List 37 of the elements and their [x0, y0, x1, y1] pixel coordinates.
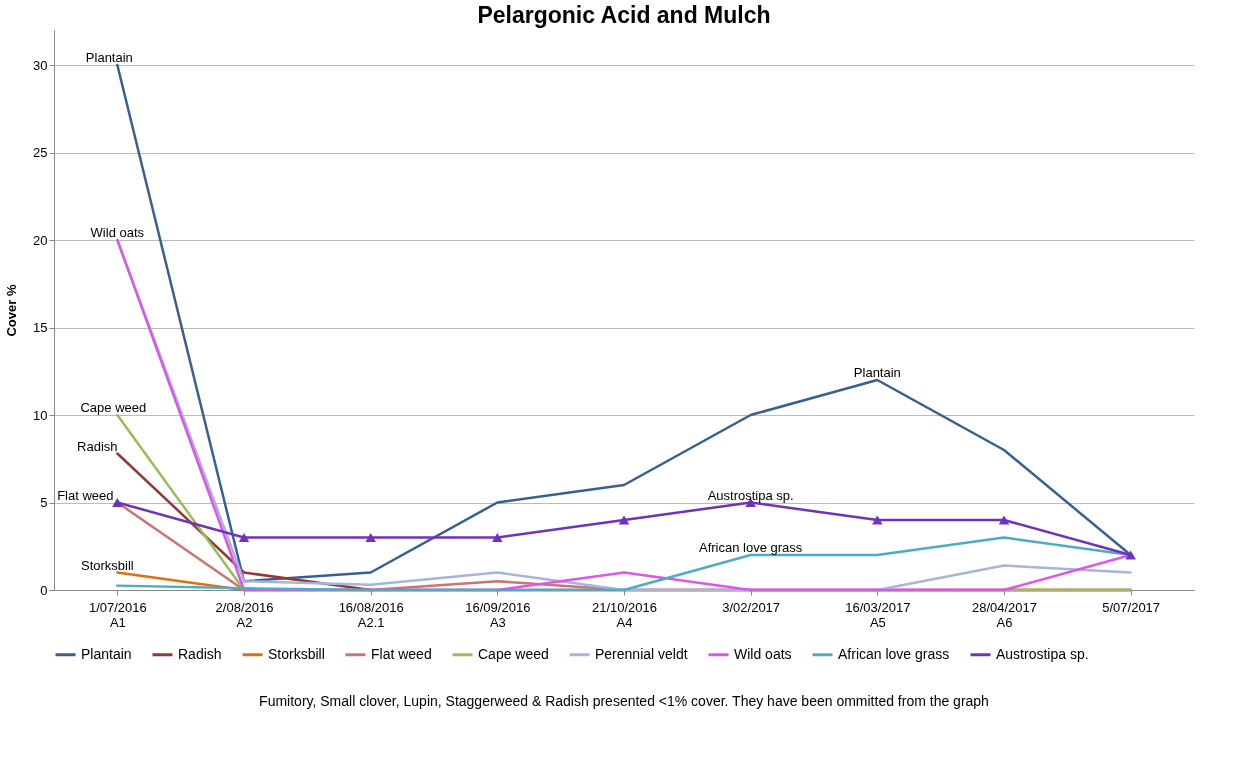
y-tick-label: 5 [40, 495, 48, 510]
legend-label: Austrostipa sp. [996, 645, 1089, 662]
x-tick-label: 28/04/2017 A6 [971, 599, 1038, 630]
annotation: Radish [77, 438, 118, 454]
legend-label: Radish [178, 645, 222, 662]
annotation: Plantain [85, 50, 133, 65]
y-tick-label: 30 [33, 57, 48, 73]
x-tick-label: 16/08/2016 A2.1 [338, 599, 404, 630]
legend-label: Storksbill [268, 645, 325, 662]
x-tick-label: 3/02/2017 [722, 599, 781, 615]
legend-label: Plantain [81, 645, 132, 662]
annotation: Cape weed [80, 400, 147, 415]
legend-label: Perennial veldt [595, 645, 688, 662]
x-tick-label: 2/08/2016 A2 [215, 599, 274, 630]
y-axis-title: Cover % [4, 284, 20, 337]
x-tick-label: 16/03/2017 A5 [845, 599, 911, 630]
legend-label: African love grass [838, 645, 950, 662]
y-tick-label: 10 [33, 407, 48, 423]
annotation: Storksbill [80, 557, 134, 573]
chart-title: Pelargonic Acid and Mulch [477, 2, 771, 28]
legend-label: Cape weed [478, 645, 549, 662]
annotation: Austrostipa sp. [707, 487, 794, 503]
legend-label: Flat weed [371, 645, 432, 662]
y-tick-label: 15 [33, 320, 48, 335]
annotation: African love grass [699, 540, 803, 555]
annotation: Plantain [853, 365, 901, 380]
y-tick-label: 25 [33, 145, 48, 160]
annotation: Wild oats [90, 225, 145, 240]
annotation: Flat weed [57, 487, 114, 503]
y-tick-label: 0 [40, 582, 48, 598]
x-tick-label: 5/07/2017 [1102, 599, 1161, 615]
y-tick-label: 20 [33, 232, 48, 248]
x-tick-label: 16/09/2016 A3 [465, 599, 531, 630]
x-tick-label: 1/07/2016 A1 [88, 599, 147, 630]
legend-label: Wild oats [734, 645, 792, 662]
text: Fumitory, Small clover, Lupin, Staggerweed & Radish presented <1% cover. They have been ommitted from the graph [259, 693, 989, 709]
x-tick-label: 21/10/2016 A4 [591, 599, 658, 630]
